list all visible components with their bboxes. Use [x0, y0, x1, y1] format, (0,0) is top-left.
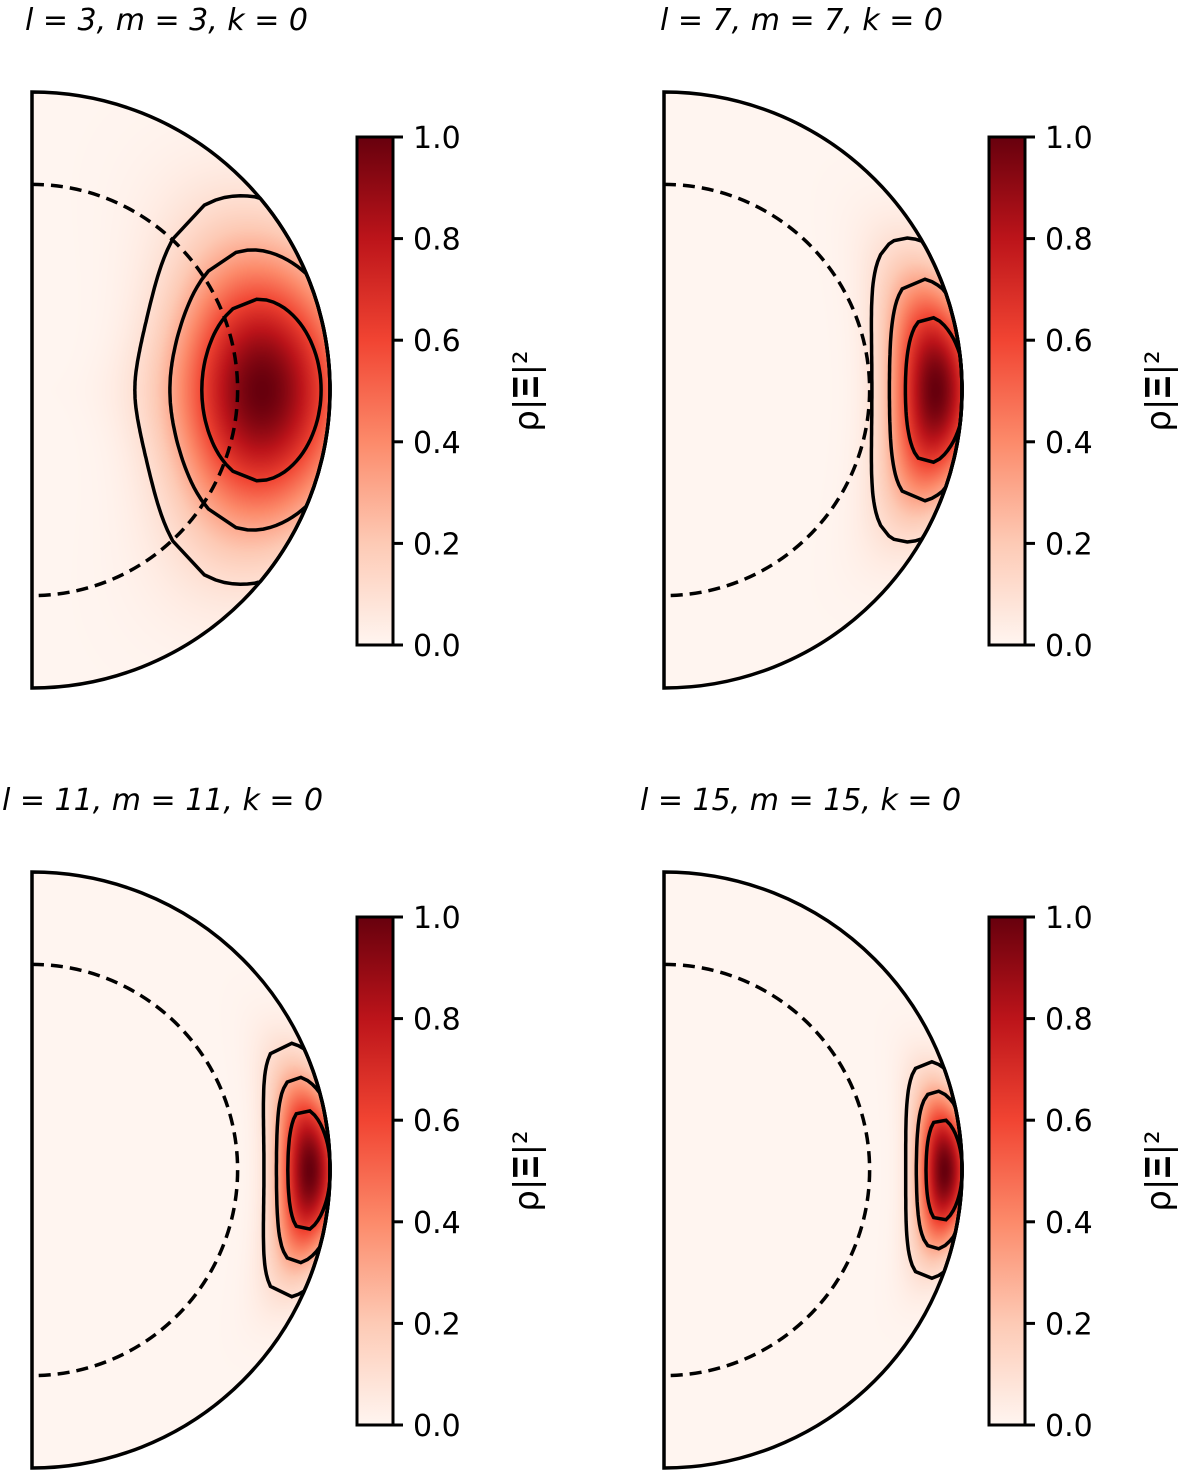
colorbar-tick-label: 0.8	[413, 223, 461, 258]
colorbar-tick-label: 1.0	[413, 121, 461, 156]
inner-boundary-dashed	[663, 182, 872, 598]
panel-title: l = 7, m = 7, k = 0	[660, 3, 943, 38]
colorbar: 0.0 0.2 0.4 0.6 0.8 1.0 ρ|𝚵|²	[987, 901, 1179, 1444]
colorbar-tick-label: 1.0	[413, 901, 461, 936]
colorbar-tick-label: 0.0	[1045, 1409, 1093, 1444]
heatmap-field	[664, 872, 964, 1470]
colorbar-tick-label: 0.4	[413, 426, 461, 461]
inner-boundary-dashed	[663, 962, 872, 1378]
colorbar-gradient	[355, 915, 395, 1427]
colorbar-label: ρ|𝚵|²	[1139, 1130, 1179, 1211]
contour-line-3	[200, 297, 323, 483]
panel-3: l = 11, m = 11, k = 0 0.0 0.2 0.4 0.6 0.8 1.0 ρ…	[2, 783, 547, 1470]
colorbar-tick-label: 0.6	[1045, 324, 1093, 359]
inner-boundary-dashed	[31, 182, 240, 598]
colorbar-tick-label: 0.6	[413, 324, 461, 359]
colorbar-tick-label: 0.2	[1045, 527, 1093, 562]
panel-title: l = 15, m = 15, k = 0	[640, 783, 961, 818]
colorbar-tick-label: 0.4	[413, 1206, 461, 1241]
colorbar-tick-label: 0.0	[1045, 629, 1093, 664]
panel-title: l = 11, m = 11, k = 0	[2, 783, 323, 818]
colorbar: 0.0 0.2 0.4 0.6 0.8 1.0 ρ|𝚵|²	[355, 901, 547, 1444]
colorbar-tick-label: 0.6	[413, 1104, 461, 1139]
colorbar-gradient	[987, 915, 1027, 1427]
colorbar-tick-label: 0.8	[1045, 1003, 1093, 1038]
colorbar-tick-label: 1.0	[1045, 901, 1093, 936]
outer-boundary	[662, 90, 964, 690]
outer-boundary	[30, 870, 332, 1470]
colorbar-tick-label: 1.0	[1045, 121, 1093, 156]
colorbar-tick-label: 0.6	[1045, 1104, 1093, 1139]
heatmap-field	[32, 92, 332, 690]
colorbar-gradient	[355, 135, 395, 647]
colorbar-tick-label: 0.4	[1045, 426, 1093, 461]
colorbar-tick-label: 0.8	[1045, 223, 1093, 258]
colorbar-tick-label: 0.2	[413, 527, 461, 562]
colorbar-tick-label: 0.4	[1045, 1206, 1093, 1241]
colorbar-gradient	[987, 135, 1027, 647]
panel-2: l = 7, m = 7, k = 0 0.0 0.2 0.4 0.6 0.8 1.0 ρ|𝚵…	[660, 3, 1179, 690]
heatmap-field	[664, 92, 964, 690]
inner-boundary-dashed	[31, 962, 240, 1378]
colorbar: 0.0 0.2 0.4 0.6 0.8 1.0 ρ|𝚵|²	[355, 121, 547, 664]
panel-1: l = 3, m = 3, k = 0 0.0 0.2 0.4 0.6 0.8 1.0 ρ|𝚵…	[25, 3, 547, 690]
colorbar-tick-label: 0.2	[413, 1307, 461, 1342]
colorbar-tick-label: 0.2	[1045, 1307, 1093, 1342]
colorbar-tick-label: 0.0	[413, 629, 461, 664]
colorbar-label: ρ|𝚵|²	[1139, 350, 1179, 431]
colorbar-tick-label: 0.0	[413, 1409, 461, 1444]
colorbar: 0.0 0.2 0.4 0.6 0.8 1.0 ρ|𝚵|²	[987, 121, 1179, 664]
colorbar-tick-label: 0.8	[413, 1003, 461, 1038]
outer-boundary	[30, 90, 332, 690]
panel-title: l = 3, m = 3, k = 0	[25, 3, 308, 38]
outer-boundary	[662, 870, 964, 1470]
colorbar-label: ρ|𝚵|²	[507, 350, 547, 431]
panel-4: l = 15, m = 15, k = 0 0.0 0.2 0.4 0.6 0.8 1.0 ρ…	[640, 783, 1179, 1470]
colorbar-label: ρ|𝚵|²	[507, 1130, 547, 1211]
